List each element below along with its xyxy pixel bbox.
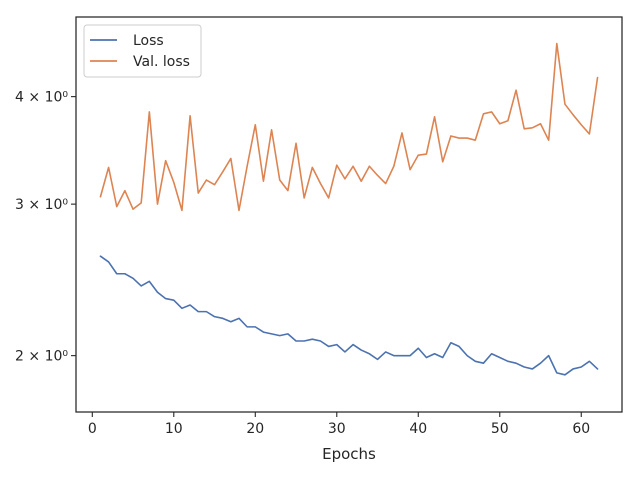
series-line-val-loss: [99, 42, 599, 212]
series-line-loss: [99, 255, 599, 376]
x-tick-label: 0: [88, 421, 97, 437]
x-axis-label: Epochs: [322, 445, 376, 463]
plot-area: [99, 42, 599, 376]
legend-label: Val. loss: [133, 54, 190, 70]
x-tick-label: 20: [246, 421, 264, 437]
x-tick-label: 60: [572, 421, 590, 437]
x-axis: 0 10 20 30 40 50 60: [88, 412, 590, 437]
y-tick-label: 2 × 10⁰: [15, 349, 68, 365]
y-axis: 2 × 10⁰ 3 × 10⁰ 4 × 10⁰: [15, 90, 76, 365]
y-tick-label: 3 × 10⁰: [15, 197, 68, 213]
legend-label: Loss: [133, 33, 164, 49]
x-tick-label: 30: [328, 421, 346, 437]
y-tick-label: 4 × 10⁰: [15, 90, 68, 106]
x-tick-label: 40: [409, 421, 427, 437]
x-tick-label: 10: [165, 421, 183, 437]
x-tick-label: 50: [491, 421, 509, 437]
legend-box: [83, 24, 202, 78]
legend: Loss Val. loss: [83, 24, 202, 78]
axes-frame: [75, 16, 623, 413]
